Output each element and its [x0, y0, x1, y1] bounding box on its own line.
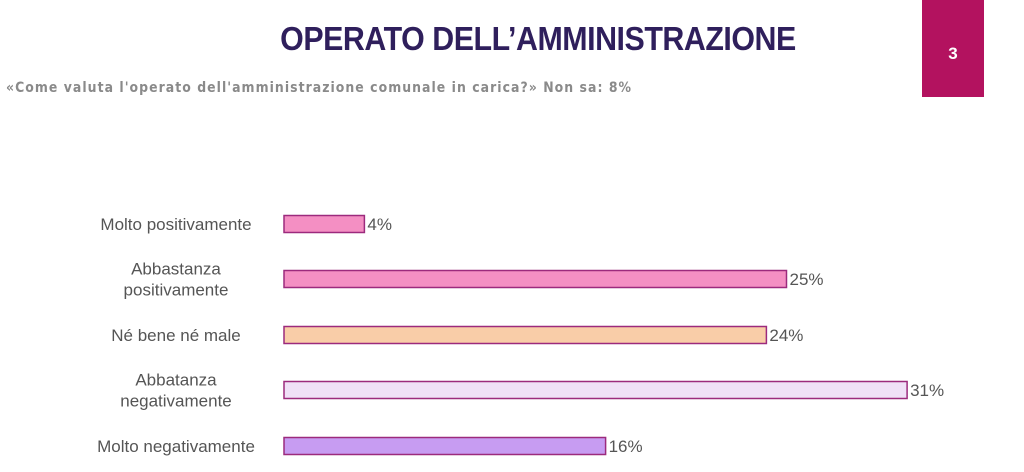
page-number: 3 [948, 43, 958, 63]
value-label-4: 31% [910, 381, 944, 400]
bar-5 [283, 436, 607, 456]
value-label-5: 16% [609, 437, 643, 456]
category-label-5: Molto negativamente [97, 437, 255, 456]
bar-1 [283, 214, 366, 234]
value-label-1: 4% [367, 215, 392, 234]
bar-3 [283, 325, 768, 345]
category-label-3: Né bene né male [111, 326, 240, 345]
value-label-2: 25% [790, 270, 824, 289]
value-label-3: 24% [769, 326, 803, 345]
bar-4 [283, 380, 908, 400]
category-label-1: Molto positivamente [100, 215, 251, 234]
category-label-4: Abbatanza negativamente [120, 371, 232, 411]
bar-2 [283, 269, 788, 289]
question-subtitle: «Come valuta l'operato dell'amministrazi… [6, 80, 633, 96]
page-number-badge: 3 [922, 0, 984, 97]
category-label-2: Abbastanza positivamente [124, 260, 229, 300]
slide-title: OPERATO DELL’AMMINISTRAZIONE [280, 20, 796, 57]
